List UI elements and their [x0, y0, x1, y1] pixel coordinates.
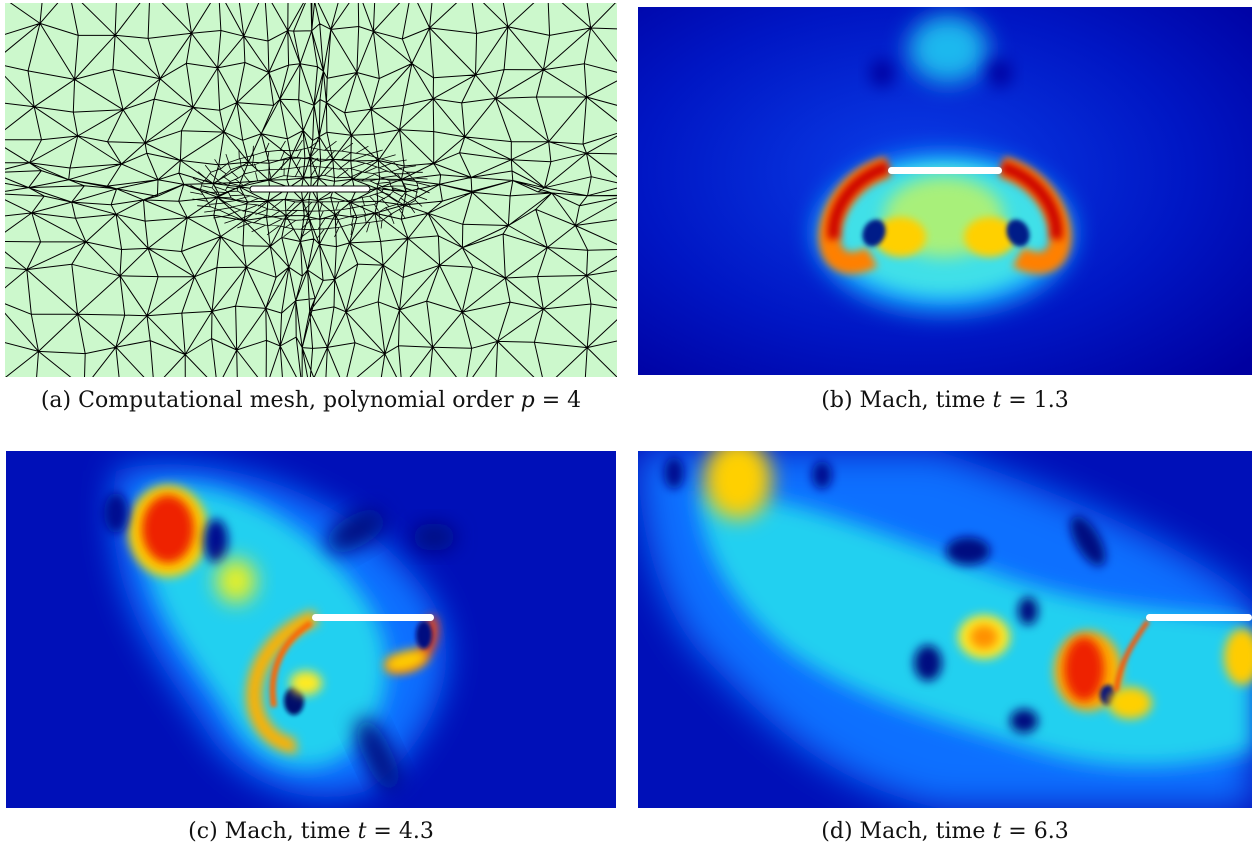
mach-field-t2	[6, 451, 616, 808]
caption-a-text: Computational mesh, polynomial order	[78, 388, 514, 413]
mesh-plot	[5, 3, 617, 377]
mach-field-t3	[638, 451, 1252, 808]
plate	[249, 185, 371, 193]
mesh-refinement	[190, 139, 430, 239]
caption-c-tag: (c)	[188, 819, 218, 844]
caption-d-value: = 6.3	[1008, 819, 1069, 844]
mach-field-t1	[638, 7, 1252, 375]
caption-a: (a) Computational mesh, polynomial order…	[5, 388, 617, 413]
caption-b: (b) Mach, time t = 1.3	[638, 388, 1252, 413]
caption-b-value: = 1.3	[1008, 388, 1069, 413]
mach-plot-t2	[6, 451, 616, 808]
plate	[312, 614, 434, 621]
caption-c-var: t	[357, 819, 367, 844]
mach-plot-t1	[638, 7, 1252, 375]
caption-a-var: p	[520, 388, 535, 413]
caption-b-var: t	[992, 388, 1002, 413]
caption-a-tag: (a)	[40, 388, 72, 413]
plate	[888, 167, 1002, 174]
caption-d-text: Mach, time	[859, 819, 986, 844]
caption-a-value: = 4	[541, 388, 582, 413]
mesh-edges	[5, 3, 617, 377]
mach-plot-t3	[638, 451, 1252, 808]
caption-b-tag: (b)	[821, 388, 853, 413]
mesh-canvas	[5, 3, 617, 377]
caption-b-text: Mach, time	[859, 388, 986, 413]
plate	[1146, 614, 1252, 621]
caption-d-var: t	[992, 819, 1002, 844]
caption-d: (d) Mach, time t = 6.3	[638, 819, 1252, 844]
caption-d-tag: (d)	[821, 819, 853, 844]
caption-c: (c) Mach, time t = 4.3	[6, 819, 616, 844]
caption-c-value: = 4.3	[373, 819, 434, 844]
caption-c-text: Mach, time	[224, 819, 351, 844]
